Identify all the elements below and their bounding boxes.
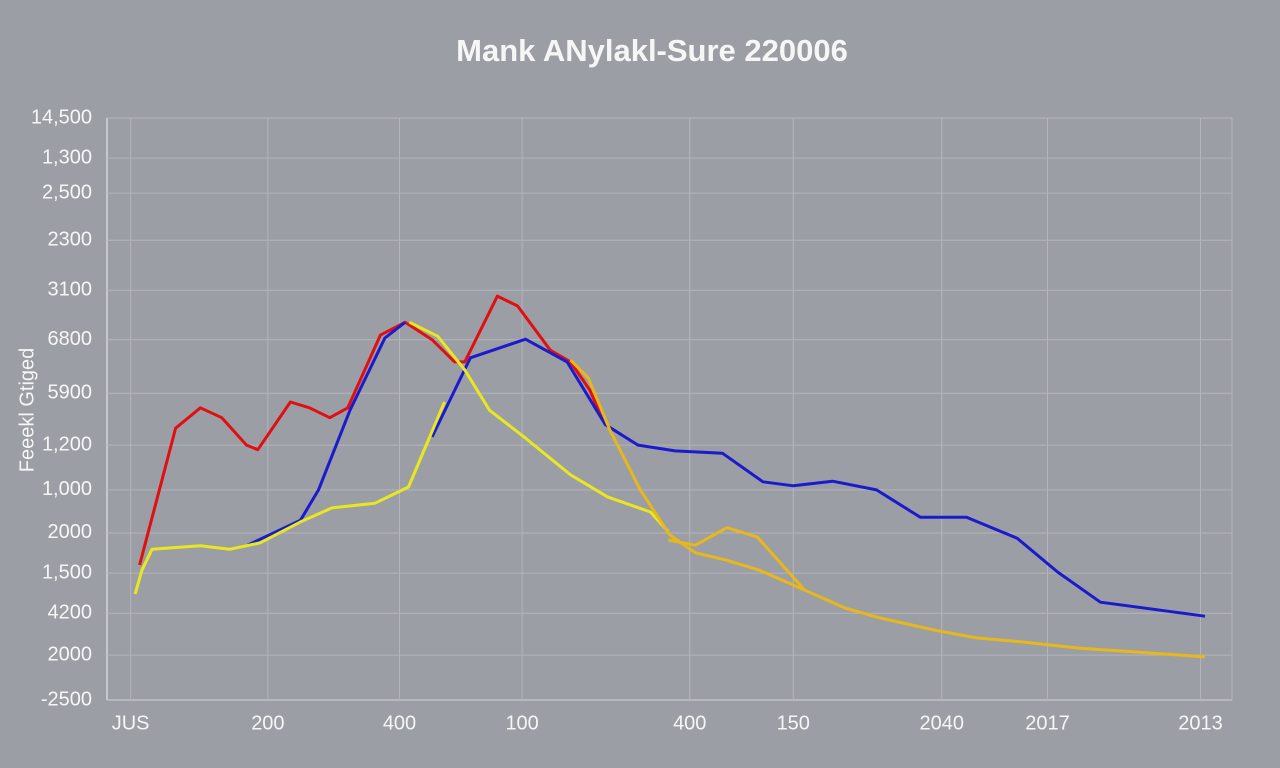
y-tick-label: 2,500 — [42, 181, 92, 203]
x-tick-label: 200 — [251, 712, 284, 734]
y-tick-label: 6800 — [48, 328, 93, 350]
series-line — [138, 294, 607, 566]
y-axis-label: Feeekl Gtiged — [16, 348, 38, 473]
y-tick-label: 4200 — [48, 602, 93, 624]
y-tick-label: 1,200 — [42, 433, 92, 455]
y-tick-label: -2500 — [41, 688, 92, 710]
x-tick-label: 400 — [383, 712, 416, 734]
x-tick-label: 150 — [777, 712, 810, 734]
chart-title: Mank ANylakl-Sure 220006 — [456, 33, 848, 68]
series-line — [133, 320, 670, 595]
y-tick-label: 2300 — [48, 229, 93, 251]
y-tick-label: 5900 — [48, 382, 93, 404]
y-tick-label: 14,500 — [31, 106, 92, 128]
x-tick-label: 400 — [673, 712, 706, 734]
y-tick-label: 2000 — [48, 643, 93, 665]
series-line — [246, 321, 1206, 618]
x-tick-label: 2017 — [1025, 712, 1070, 734]
series-line — [569, 359, 1206, 659]
x-tick-label: 100 — [505, 712, 538, 734]
y-tick-label: 3100 — [48, 279, 93, 301]
x-tick-label: JUS — [112, 712, 150, 734]
y-tick-label: 1,000 — [42, 478, 92, 500]
y-tick-label: 1,500 — [42, 561, 92, 583]
y-tick-label: 2000 — [48, 521, 93, 543]
y-tick-label: 1,300 — [42, 146, 92, 168]
x-tick-label: 2040 — [920, 712, 965, 734]
x-tick-label: 2013 — [1178, 712, 1223, 734]
